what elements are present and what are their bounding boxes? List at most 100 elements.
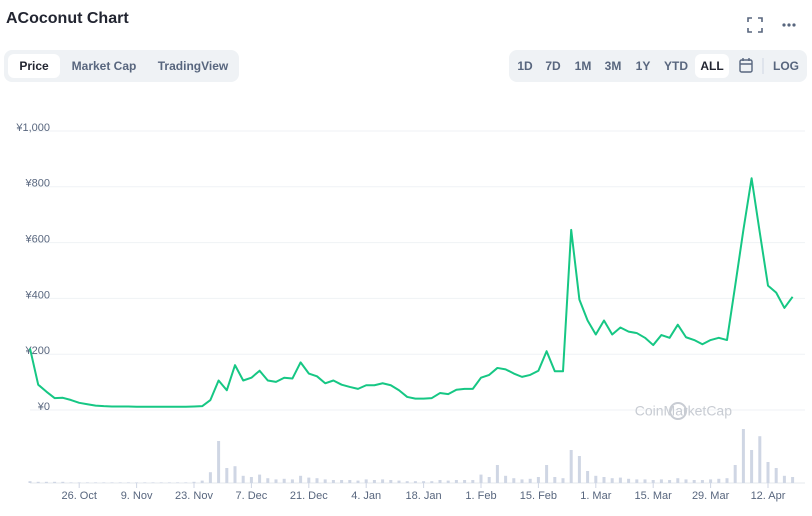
volume-bar xyxy=(135,482,139,483)
volume-bar xyxy=(643,479,647,483)
x-tick-label: 29. Mar xyxy=(692,490,730,502)
more-icon[interactable] xyxy=(782,23,796,27)
volume-bar xyxy=(430,481,434,483)
volume-bar xyxy=(61,481,65,483)
x-tick-label: 7. Dec xyxy=(236,490,268,502)
volume-bar xyxy=(717,478,721,483)
volume-bar xyxy=(733,465,737,483)
volume-bar xyxy=(569,450,573,483)
volume-bar xyxy=(36,481,40,483)
volume-bar xyxy=(389,480,393,483)
volume-bar xyxy=(69,482,73,483)
volume-bar xyxy=(85,482,89,483)
volume-bar xyxy=(463,480,467,483)
x-tick-label: 21. Dec xyxy=(290,490,328,502)
volume-bar xyxy=(405,481,409,483)
volume-bar xyxy=(741,429,745,483)
volume-bar xyxy=(299,475,303,483)
volume-bar xyxy=(627,478,631,483)
tab[interactable]: Market Cap xyxy=(72,59,137,73)
volume-bar xyxy=(176,482,180,483)
volume-bar xyxy=(520,479,524,483)
range-button[interactable]: 1D xyxy=(517,59,533,73)
fullscreen-icon[interactable] xyxy=(747,17,763,33)
volume-bar xyxy=(758,436,762,483)
volume-bar xyxy=(454,480,458,483)
volume-bar xyxy=(167,482,171,483)
volume-bar xyxy=(635,479,639,483)
volume-bar xyxy=(676,478,680,483)
price-line xyxy=(29,177,794,408)
volume-bar xyxy=(126,482,130,483)
range-button[interactable]: 7D xyxy=(545,59,561,73)
y-tick-label: ¥200 xyxy=(25,345,50,357)
volume-bar xyxy=(94,482,98,483)
volume-bar xyxy=(766,462,770,483)
x-tick-label: 4. Jan xyxy=(351,490,381,502)
volume-bar xyxy=(143,482,147,483)
volume-bar xyxy=(651,480,655,483)
watermark-logo xyxy=(669,402,687,420)
x-tick-label: 1. Feb xyxy=(465,490,496,502)
range-button[interactable]: 1M xyxy=(575,59,592,73)
tab[interactable]: Price xyxy=(19,59,49,73)
range-button[interactable]: YTD xyxy=(664,59,688,73)
volume-bar xyxy=(282,478,286,483)
x-tick-label: 15. Feb xyxy=(520,490,557,502)
range-button[interactable]: 3M xyxy=(605,59,622,73)
x-tick-label: 12. Apr xyxy=(751,490,786,502)
volume-bar xyxy=(266,478,270,483)
x-tick-label: 15. Mar xyxy=(635,490,673,502)
y-tick-label: ¥600 xyxy=(25,234,50,246)
volume-bar xyxy=(413,481,417,483)
volume-bar xyxy=(561,478,565,483)
volume-bar xyxy=(397,480,401,483)
volume-bar xyxy=(553,477,557,483)
volume-bar xyxy=(659,479,663,483)
volume-bar xyxy=(495,465,499,483)
y-tick-label: ¥800 xyxy=(25,178,50,190)
volume-bar xyxy=(709,479,713,483)
volume-bar xyxy=(217,441,221,483)
volume-bar xyxy=(364,479,368,483)
volume-bar xyxy=(479,474,483,483)
range-button[interactable]: 1Y xyxy=(636,59,651,73)
volume-bar xyxy=(356,480,360,483)
volume-bar xyxy=(536,477,540,483)
volume-bar xyxy=(750,450,754,483)
volume-bar xyxy=(208,472,212,483)
volume-bar xyxy=(381,479,385,483)
calendar-icon[interactable] xyxy=(739,58,753,73)
volume-bar xyxy=(200,480,204,483)
y-tick-label: ¥1,000 xyxy=(15,122,50,134)
volume-bar xyxy=(725,478,729,483)
volume-bar xyxy=(249,477,253,483)
range-button[interactable]: ALL xyxy=(700,59,723,73)
tab[interactable]: TradingView xyxy=(158,59,229,73)
volume-bar xyxy=(53,481,57,483)
y-tick-label: ¥400 xyxy=(25,289,50,301)
volume-bar xyxy=(700,480,704,483)
volume-bar xyxy=(151,482,155,483)
range-selected xyxy=(695,54,729,78)
y-tick-label: ¥0 xyxy=(37,401,50,413)
volume-bar xyxy=(782,475,786,483)
tab-selected xyxy=(8,54,60,78)
volume-bar xyxy=(446,480,450,483)
volume-bar xyxy=(438,480,442,483)
range-group xyxy=(509,50,807,82)
volume-bar xyxy=(340,480,344,483)
volume-bar xyxy=(586,471,590,483)
tab-group xyxy=(4,50,239,82)
volume-bar xyxy=(602,477,606,483)
volume-bar xyxy=(307,477,311,483)
volume-bar xyxy=(184,482,188,483)
volume-bar xyxy=(315,478,319,483)
volume-bar xyxy=(528,478,532,483)
x-tick-label: 1. Mar xyxy=(580,490,612,502)
log-button[interactable]: LOG xyxy=(773,59,799,73)
volume-bar xyxy=(274,479,278,483)
volume-bar xyxy=(159,482,163,483)
